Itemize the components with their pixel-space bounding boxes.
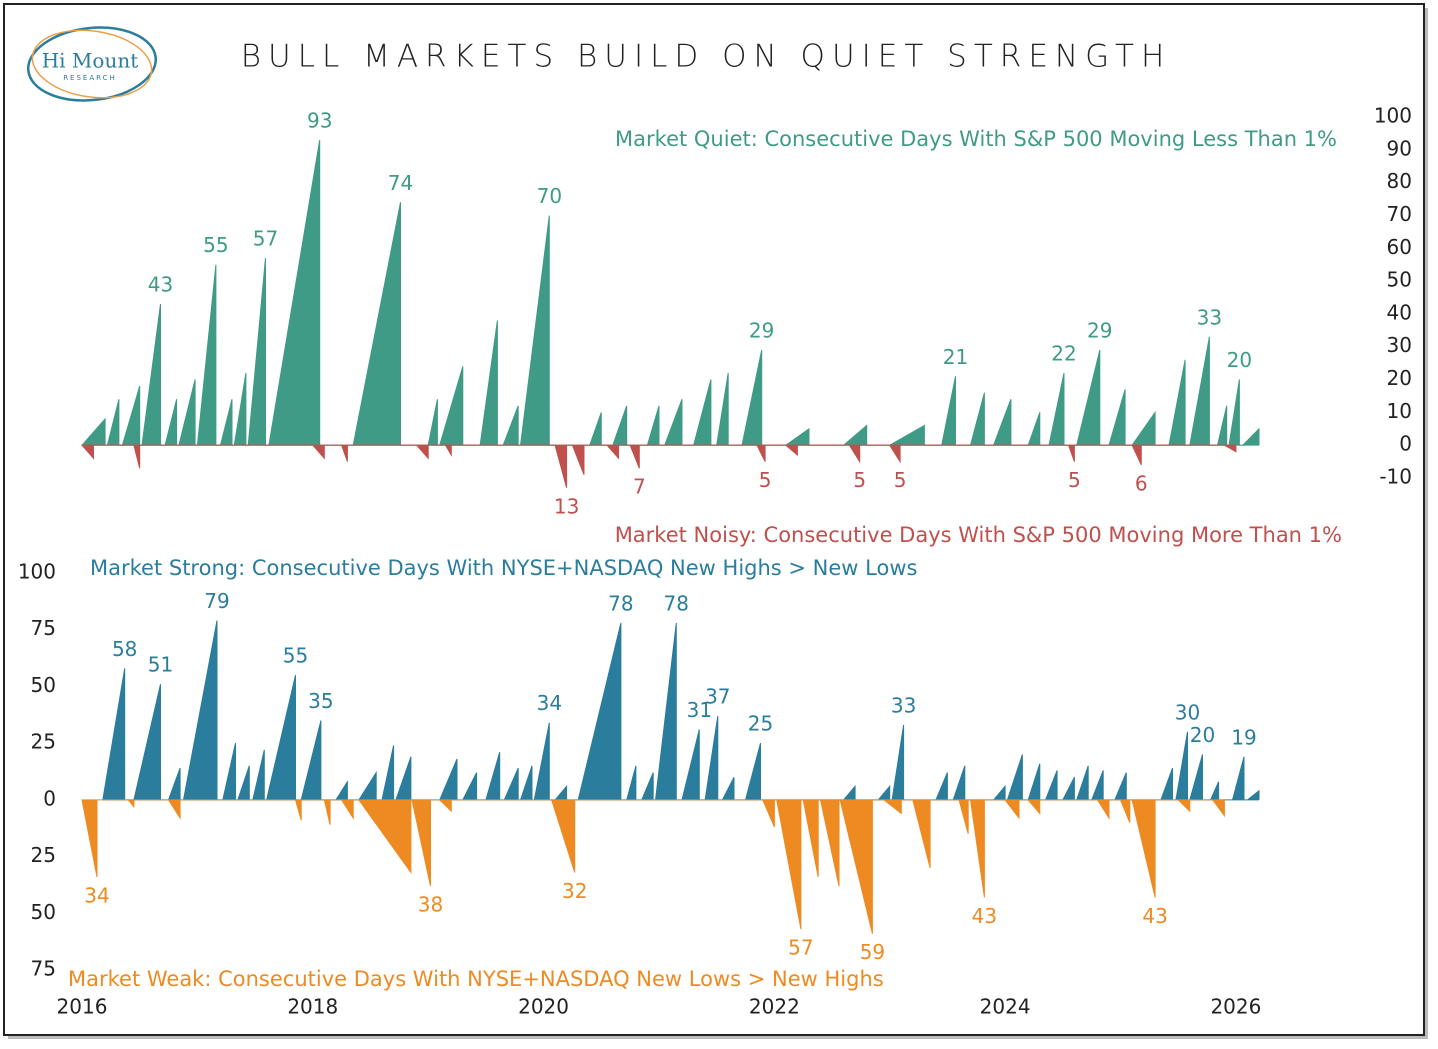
data-label: 25 — [748, 712, 773, 736]
logo-ring — [26, 26, 158, 102]
logo-tagline: RESEARCH — [63, 74, 117, 82]
data-label: 21 — [943, 345, 968, 369]
data-label: 34 — [84, 883, 109, 907]
y-tick-label: 50 — [1387, 268, 1412, 292]
chart-title: BULL MARKETS BUILD ON QUIET STRENGTH — [241, 39, 1172, 75]
y-tick-label: 75 — [31, 957, 56, 981]
data-label: 37 — [705, 684, 730, 708]
frame — [3, 3, 1425, 1036]
x-tick-label: 2022 — [749, 995, 800, 1019]
data-label: 6 — [1135, 471, 1148, 495]
y-tick-label: 0 — [1399, 432, 1412, 456]
data-label: 51 — [148, 653, 173, 677]
data-label: 22 — [1051, 341, 1076, 365]
data-label: 5 — [1068, 468, 1081, 492]
data-label: 5 — [853, 468, 866, 492]
x-tick-label: 2024 — [980, 995, 1031, 1019]
y-tick-label: 70 — [1387, 202, 1412, 226]
data-label: 55 — [283, 644, 308, 668]
y-tick-label: 100 — [1374, 104, 1412, 128]
logo-name: Hi Mount — [42, 49, 139, 73]
y-tick-label: 25 — [31, 843, 56, 867]
data-label: 74 — [388, 171, 413, 195]
y-tick-label: 100 — [18, 560, 56, 584]
y-tick-label: -10 — [1379, 465, 1412, 489]
data-label: 35 — [308, 689, 333, 713]
data-label: 20 — [1190, 723, 1215, 747]
y-tick-label: 75 — [31, 616, 56, 640]
data-label: 57 — [253, 227, 278, 251]
area — [81, 444, 1237, 488]
data-label: 29 — [749, 319, 774, 343]
data-label: 38 — [418, 893, 443, 917]
data-label: 34 — [537, 691, 562, 715]
data-label: 43 — [972, 904, 997, 928]
data-label: 55 — [203, 233, 228, 257]
data-label: 19 — [1231, 725, 1256, 749]
data-label: 30 — [1175, 700, 1200, 724]
data-label: 78 — [608, 591, 633, 615]
series-label: Market Strong: Consecutive Days With NYS… — [90, 556, 917, 580]
series-label: Market Noisy: Consecutive Days With S&P … — [615, 523, 1342, 547]
data-label: 5 — [894, 468, 907, 492]
data-label: 5 — [759, 468, 772, 492]
y-tick-label: 40 — [1387, 300, 1412, 324]
data-label: 33 — [891, 693, 916, 717]
logo-ring — [31, 29, 153, 99]
area — [81, 799, 1225, 934]
y-tick-label: 80 — [1387, 169, 1412, 193]
logo: Hi Mount RESEARCH — [26, 26, 158, 102]
y-tick-label: 30 — [1387, 333, 1412, 357]
data-label: 33 — [1197, 305, 1222, 329]
data-label: 20 — [1227, 348, 1252, 372]
y-tick-label: 60 — [1387, 235, 1412, 259]
x-tick-label: 2016 — [57, 995, 108, 1019]
y-tick-label: 20 — [1387, 366, 1412, 390]
data-label: 93 — [307, 108, 332, 132]
data-label: 70 — [537, 184, 562, 208]
data-label: 13 — [554, 494, 579, 518]
series-label: Market Weak: Consecutive Days With NYSE+… — [68, 967, 884, 991]
y-tick-label: 25 — [31, 730, 56, 754]
y-tick-label: 50 — [31, 900, 56, 924]
y-tick-label: 0 — [43, 786, 56, 810]
y-tick-label: 90 — [1387, 136, 1412, 160]
x-tick-label: 2020 — [518, 995, 569, 1019]
data-label: 31 — [687, 698, 712, 722]
data-label: 43 — [1142, 904, 1167, 928]
data-label: 7 — [633, 475, 646, 499]
data-label: 57 — [788, 936, 813, 960]
x-tick-label: 2018 — [287, 995, 338, 1019]
data-label: 32 — [562, 879, 587, 903]
x-tick-label: 2026 — [1210, 995, 1261, 1019]
y-tick-label: 50 — [31, 673, 56, 697]
data-label: 58 — [112, 637, 137, 661]
data-label: 79 — [204, 589, 229, 613]
y-tick-label: 10 — [1387, 399, 1412, 423]
data-label: 78 — [664, 591, 689, 615]
data-label: 43 — [148, 273, 173, 297]
data-label: 29 — [1087, 319, 1112, 343]
series-label: Market Quiet: Consecutive Days With S&P … — [615, 127, 1337, 151]
data-label: 59 — [860, 940, 885, 964]
